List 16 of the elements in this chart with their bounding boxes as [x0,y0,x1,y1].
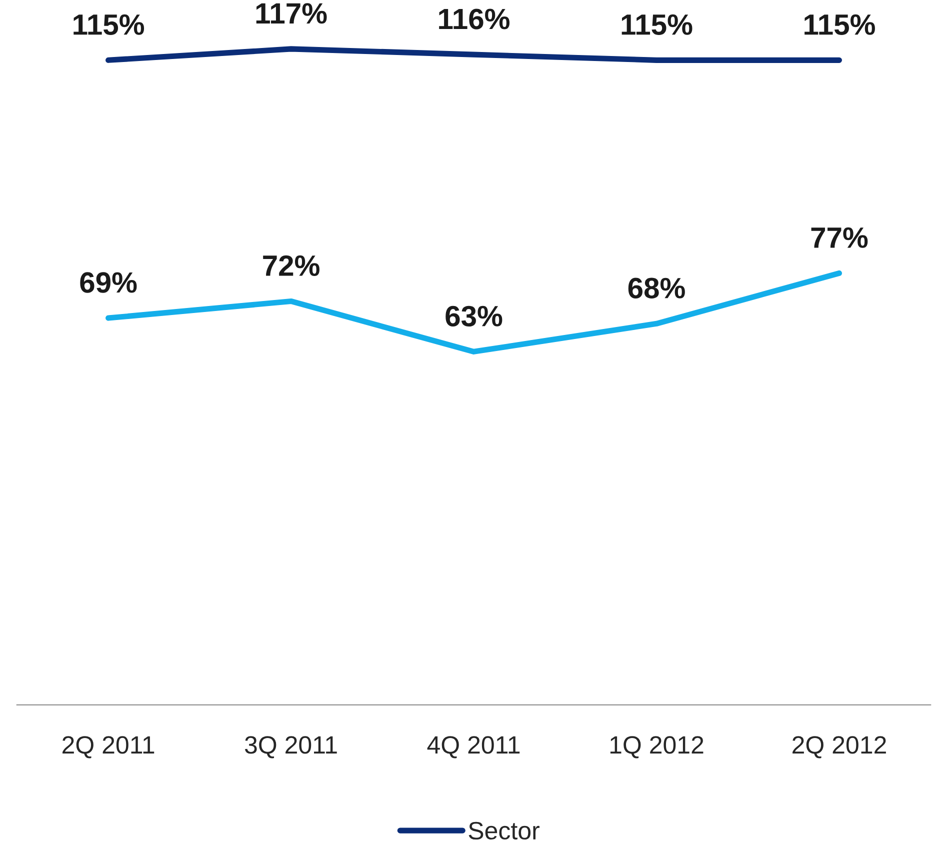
data-label: 69% [80,272,137,293]
x-tick-label: 4Q 2011 [427,736,520,758]
x-tick-label: 2Q 2011 [62,736,154,758]
data-label: 115% [74,14,144,35]
data-label: 117% [256,3,327,24]
x-tick-label: 2Q 2012 [792,736,886,758]
data-label: 63% [446,306,502,327]
data-label: 72% [263,255,320,276]
data-label: 115% [804,14,875,35]
legend-label: Sector [468,822,540,840]
data-label: 68% [628,278,685,298]
data-label: 115% [622,14,692,35]
data-label: 77% [811,227,868,248]
data-label: 116% [439,8,510,30]
x-tick-label: 3Q 2011 [244,736,337,758]
x-tick-label: 1Q 2012 [610,736,704,758]
